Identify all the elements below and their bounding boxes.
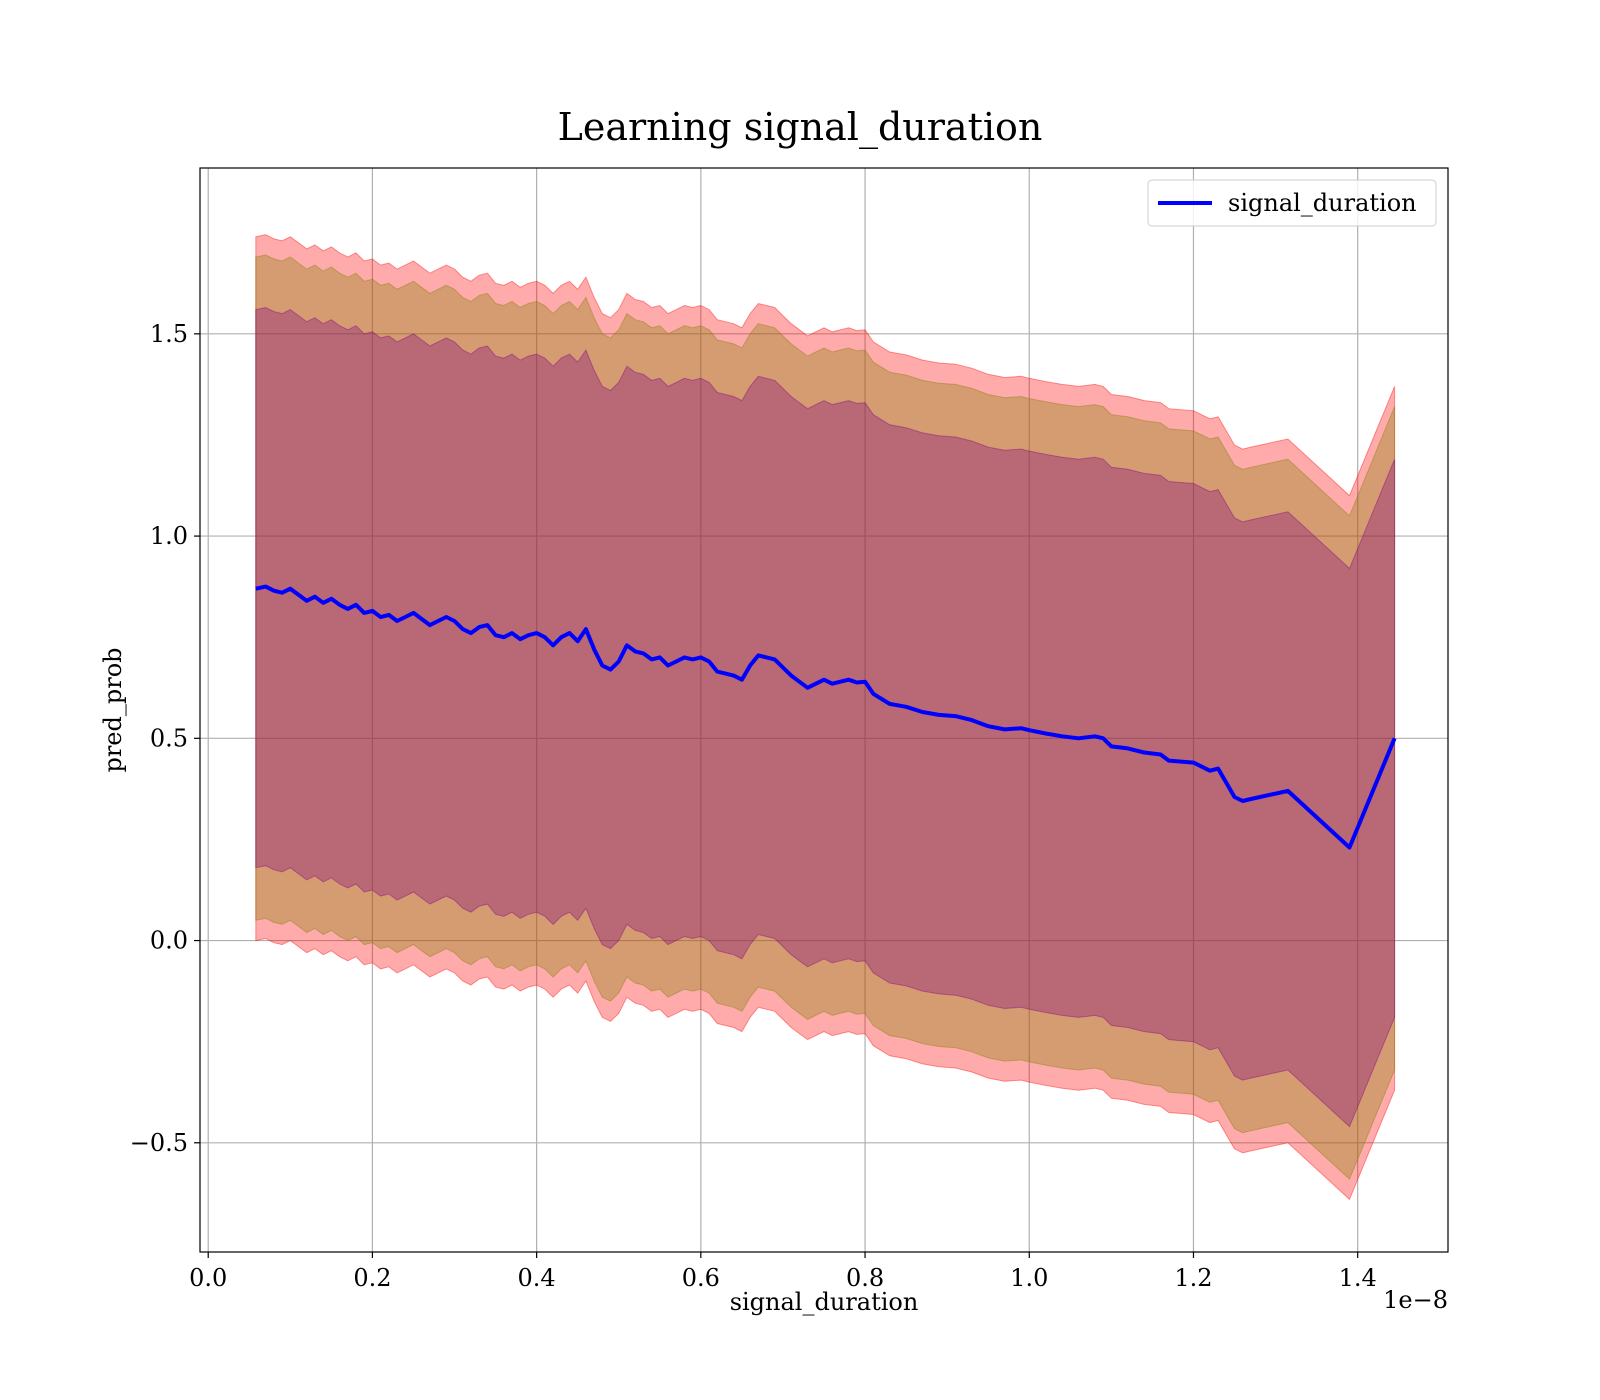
x-tick-label-5: 1.0 (1010, 1264, 1048, 1292)
band_inner (255, 306, 1396, 1128)
x-tick-label-2: 0.4 (518, 1264, 556, 1292)
grid-horizontal (200, 333, 1448, 1144)
legend-entry-signal-duration: signal_duration (1228, 189, 1417, 217)
band_middle (255, 254, 1396, 1181)
x-tick-label-0: 0.0 (189, 1264, 227, 1292)
x-axis-offset-label: 1e−8 (1383, 1286, 1448, 1314)
confidence-bands (255, 234, 1396, 1201)
series-line-signal-duration (255, 584, 1397, 850)
x-tick-label-6: 1.2 (1174, 1264, 1212, 1292)
legend-box (1147, 179, 1437, 227)
y-tick-label-4: 1.5 (150, 320, 188, 348)
series-lines (255, 584, 1397, 850)
x-axis-label: signal_duration (730, 1288, 919, 1316)
y-axis-label: pred_prob (99, 647, 127, 772)
x-tick-label-1: 0.2 (353, 1264, 391, 1292)
x-tick-label-3: 0.6 (682, 1264, 720, 1292)
x-axis-ticks: 0.0 0.2 0.4 0.6 0.8 1.0 1.2 1.4 (189, 1252, 1377, 1292)
chart-title: Learning signal_duration (558, 105, 1043, 150)
x-tick-label-7: 1.4 (1339, 1264, 1377, 1292)
y-tick-label-1: 0.0 (150, 927, 188, 955)
plot-frame (199, 167, 1449, 1253)
band_outer (255, 234, 1396, 1201)
y-tick-label-0: −0.5 (130, 1129, 188, 1157)
y-tick-label-3: 1.0 (150, 522, 188, 550)
x-tick-label-4: 0.8 (846, 1264, 884, 1292)
legend: signal_duration (1147, 179, 1437, 227)
y-tick-label-2: 0.5 (150, 724, 188, 752)
y-axis-ticks: −0.5 0.0 0.5 1.0 1.5 (130, 320, 200, 1157)
grid-vertical (207, 168, 1359, 1252)
